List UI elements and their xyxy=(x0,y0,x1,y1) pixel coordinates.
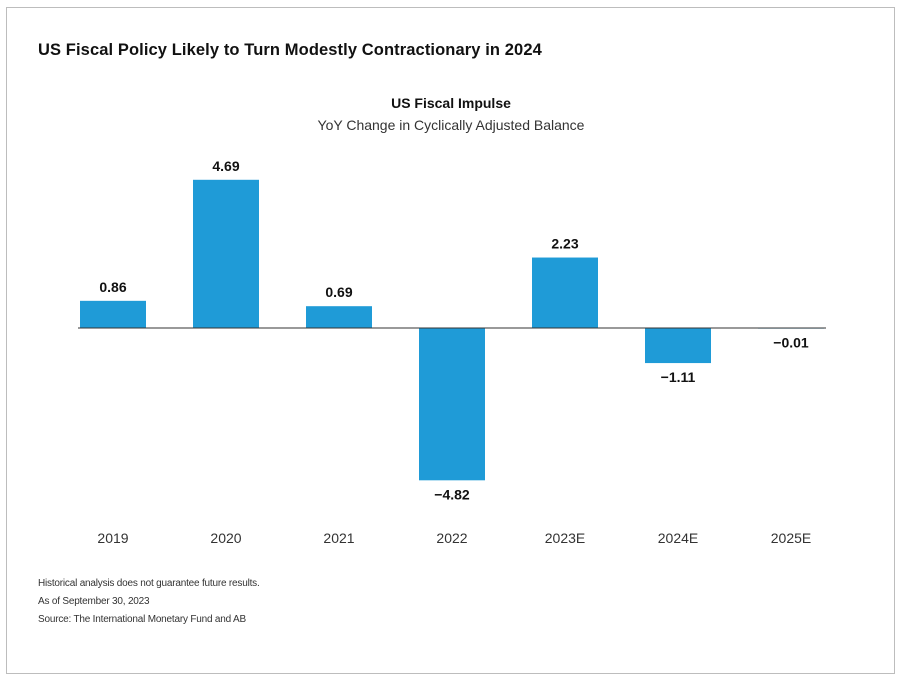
category-label: 2024E xyxy=(658,530,698,546)
chart-subtitle: YoY Change in Cyclically Adjusted Balanc… xyxy=(317,117,585,133)
bar-2019 xyxy=(80,300,146,328)
category-label: 2025E xyxy=(771,530,811,546)
data-label: 0.86 xyxy=(99,279,126,295)
data-label: 4.69 xyxy=(212,158,239,174)
footnotes: Historical analysis does not guarantee f… xyxy=(38,575,260,629)
chart-frame xyxy=(6,7,895,674)
data-label: −4.82 xyxy=(434,486,470,502)
bar-2024e xyxy=(645,328,711,364)
data-label: 0.69 xyxy=(325,284,352,300)
bar-2020 xyxy=(193,179,259,328)
footnote-date: As of September 30, 2023 xyxy=(38,596,150,607)
category-label: 2020 xyxy=(210,530,241,546)
bar-2022 xyxy=(419,328,485,481)
category-label: 2023E xyxy=(545,530,585,546)
page-title: US Fiscal Policy Likely to Turn Modestly… xyxy=(38,41,542,59)
data-label: 2.23 xyxy=(551,236,578,252)
bar-2023e xyxy=(532,257,598,328)
data-label: −1.11 xyxy=(661,369,696,385)
category-label: 2021 xyxy=(323,530,354,546)
chart-title: US Fiscal Impulse xyxy=(391,95,511,111)
bar-2021 xyxy=(306,306,372,328)
footnote-source: Source: The International Monetary Fund … xyxy=(38,614,246,625)
category-label: 2022 xyxy=(436,530,467,546)
data-label: −0.01 xyxy=(773,334,809,350)
footnote-disclaimer: Historical analysis does not guarantee f… xyxy=(38,578,260,589)
category-label: 2019 xyxy=(97,530,128,546)
